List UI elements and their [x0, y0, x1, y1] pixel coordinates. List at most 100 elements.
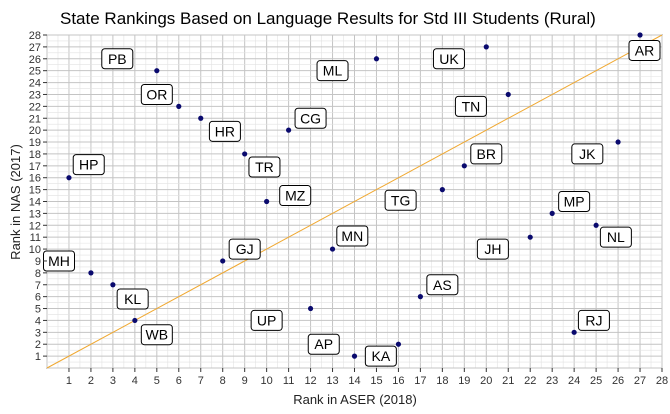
- point-hp: [66, 175, 72, 181]
- x-tick-label: 7: [198, 375, 204, 387]
- y-tick-label: 12: [29, 220, 41, 232]
- label-text: GJ: [236, 241, 254, 257]
- grid-lines: [46, 34, 663, 369]
- label-text: MH: [48, 253, 70, 269]
- x-tick-label: 2: [88, 375, 94, 387]
- label-box: [279, 185, 312, 207]
- point-ka: [395, 341, 402, 347]
- y-tick-label: 19: [29, 137, 41, 149]
- x-tick-label: 23: [546, 375, 558, 387]
- point-or: [176, 103, 182, 109]
- y-tick-label: 18: [29, 149, 41, 161]
- point-ar: [637, 32, 643, 38]
- label-ml: ML: [316, 60, 349, 82]
- label-up: UP: [250, 309, 283, 331]
- x-tick-label: 20: [480, 375, 492, 387]
- y-axis-ticks: 1234567891011121314151617181920212223242…: [29, 30, 47, 363]
- label-box: [558, 191, 591, 212]
- label-box: [470, 143, 503, 165]
- point-ml: [373, 56, 380, 62]
- label-box: [294, 107, 327, 129]
- y-tick-label: 4: [35, 315, 41, 327]
- x-tick-label: 3: [110, 375, 116, 387]
- point-nl: [593, 222, 599, 228]
- y-tick-label: 22: [29, 101, 41, 113]
- label-box: [364, 345, 397, 367]
- label-box: [476, 238, 509, 260]
- y-tick-label: 6: [35, 292, 41, 304]
- y-tick-label: 16: [29, 173, 41, 185]
- label-box: [628, 39, 661, 61]
- point-pb: [154, 68, 160, 74]
- label-box: [250, 309, 283, 331]
- label-box: [72, 154, 105, 176]
- x-tick-label: 27: [634, 375, 646, 387]
- label-box: [316, 60, 349, 82]
- x-tick-label: 24: [568, 375, 580, 387]
- x-axis-title: Rank in ASER (2018): [293, 392, 417, 407]
- y-tick-label: 27: [29, 42, 41, 54]
- y-tick-label: 11: [30, 232, 41, 244]
- reference-line-y-equals-x: [46, 34, 663, 369]
- label-jk: JK: [571, 143, 604, 165]
- y-tick-label: 2: [35, 339, 41, 351]
- point-rj: [571, 329, 577, 335]
- x-tick-label: 13: [326, 375, 338, 387]
- point-as: [417, 294, 423, 300]
- label-text: HP: [79, 157, 98, 173]
- label-uk: UK: [432, 48, 465, 70]
- label-box: [101, 48, 134, 70]
- label-ap: AP: [307, 333, 340, 355]
- label-text: HR: [215, 123, 235, 139]
- y-tick-label: 3: [35, 327, 41, 339]
- point-labels: HP MH KL WB PB OR HR GJ TR MZ CG UP MN AP ML KA AS TG BR UK…: [43, 39, 661, 367]
- y-tick-label: 20: [29, 125, 41, 137]
- label-text: PB: [108, 51, 127, 67]
- point-kl: [110, 282, 116, 288]
- point-tr: [242, 151, 248, 157]
- label-box: [432, 48, 465, 70]
- label-jh: JH: [476, 238, 509, 260]
- x-tick-label: 15: [370, 375, 382, 387]
- point-mz: [264, 198, 270, 205]
- label-text: JH: [484, 241, 501, 257]
- label-box: [571, 143, 604, 165]
- label-mn: MN: [336, 225, 369, 247]
- x-tick-label: 25: [590, 375, 602, 387]
- label-box: [599, 226, 632, 248]
- label-nl: NL: [599, 226, 632, 248]
- x-tick-label: 8: [220, 375, 226, 387]
- x-tick-label: 28: [656, 375, 668, 387]
- data-points: [66, 32, 643, 359]
- label-box: [426, 274, 459, 296]
- label-cg: CG: [294, 107, 327, 129]
- label-box: [248, 156, 281, 178]
- label-box: [577, 309, 610, 331]
- point-wb: [132, 317, 138, 324]
- y-tick-label: 5: [35, 304, 41, 316]
- x-tick-label: 18: [436, 375, 448, 387]
- y-tick-label: 8: [35, 268, 41, 280]
- point-ap: [351, 353, 358, 359]
- label-text: OR: [146, 86, 167, 102]
- point-mp: [549, 210, 555, 216]
- point-gj: [220, 258, 226, 264]
- point-up: [307, 305, 314, 312]
- x-tick-label: 6: [176, 375, 182, 387]
- y-tick-label: 23: [29, 89, 41, 101]
- label-tg: TG: [384, 189, 417, 211]
- y-tick-label: 1: [35, 351, 41, 363]
- x-axis-ticks: 1 2 3 4 5 6 7 8 9 10 11 12 13 14 15 16 17 18 19 20 21 22 23 24 2…: [66, 368, 668, 387]
- label-mh: MH: [43, 250, 75, 272]
- x-tick-label: 22: [524, 375, 536, 387]
- label-text: KL: [124, 291, 141, 307]
- x-tick-label: 14: [348, 375, 360, 387]
- x-tick-label: 16: [392, 375, 404, 387]
- y-tick-label: 25: [29, 66, 41, 78]
- label-text: TG: [391, 192, 410, 208]
- point-hr: [198, 115, 204, 121]
- label-text: UP: [257, 312, 276, 328]
- label-ar: AR: [628, 39, 661, 61]
- point-cg: [286, 127, 292, 133]
